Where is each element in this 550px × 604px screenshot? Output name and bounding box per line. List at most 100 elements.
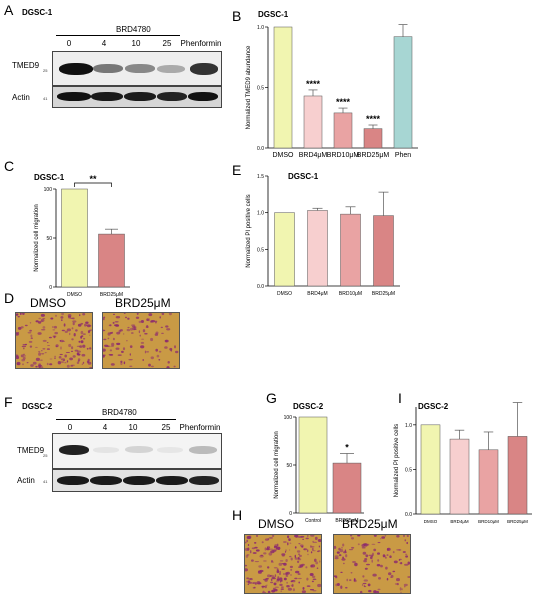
chart-e-bar xyxy=(274,212,295,287)
blot-f-actin xyxy=(52,469,222,492)
blot-f-lane: 0 xyxy=(67,423,73,432)
blot-a-drug-line xyxy=(56,35,180,36)
panel-e-title: DGSC-1 xyxy=(288,172,319,181)
blot-a-row-label: Actin xyxy=(12,93,30,102)
micro-d-label: BRD25μM xyxy=(115,296,171,310)
chart-b-bar xyxy=(333,112,353,149)
chart-g-x-tick-label: Control xyxy=(305,518,321,524)
panel-c-title: DGSC-1 xyxy=(34,173,65,182)
chart-e-x-tick-label: BRD25μM xyxy=(372,291,395,297)
blot-a-drug-label: BRD4780 xyxy=(116,25,151,34)
chart-g-bar xyxy=(298,416,328,514)
chart-c-bracket xyxy=(74,182,112,187)
chart-i-y-axis-label: Normalized PI positive cells xyxy=(394,424,400,497)
chart-i-bar xyxy=(449,438,470,515)
chart-e-x-tick-label: BRD10μM xyxy=(339,291,362,297)
panel-letter-g: G xyxy=(266,390,277,406)
micro-h-brd-image xyxy=(333,534,411,594)
micro-d-dmso-image xyxy=(15,312,93,369)
chart-c-y-tick-label: 0 xyxy=(49,285,52,291)
chart-g-y-tick-label: 50 xyxy=(286,463,292,469)
chart-b-y-tick-label: 0.0 xyxy=(257,146,264,152)
chart-e-bar xyxy=(307,210,328,287)
chart-e-y-tick-label: 1.0 xyxy=(257,211,264,217)
chart-e-y-tick-label: 0.5 xyxy=(257,247,264,253)
panel-g-title: DGSC-2 xyxy=(293,402,324,411)
chart-b-x-tick-label: Phen xyxy=(395,152,411,159)
chart-c-bracket-significance: ** xyxy=(89,174,97,184)
chart-e-y-tick-label: 1.5 xyxy=(257,174,264,180)
blot-a-tmed9 xyxy=(52,51,222,86)
chart-b-bar xyxy=(303,95,323,149)
chart-e-bar xyxy=(340,213,361,287)
blot-a-lane: 4 xyxy=(101,39,107,48)
chart-i-bar xyxy=(420,424,441,515)
blot-f-row-label: Actin xyxy=(17,476,35,485)
chart-b-x-tick-label: BRD25μM xyxy=(357,152,390,159)
blot-a-lane: 0 xyxy=(66,39,72,48)
chart-b-significance: **** xyxy=(366,114,381,124)
blot-f-lane: 4 xyxy=(102,423,108,432)
chart-b-x-tick-label: DMSO xyxy=(273,152,295,159)
micro-d-label: DMSO xyxy=(30,296,66,310)
panel-letter-h: H xyxy=(232,507,243,523)
blot-f-lane: 10 xyxy=(128,423,138,432)
panel-letter-d: D xyxy=(4,290,15,306)
chart-i-x-tick-label: BRD4μM xyxy=(450,519,469,524)
blot-a-row-label: TMED9 xyxy=(12,61,40,70)
panel-i-title: DGSC-2 xyxy=(418,402,449,411)
chart-e-y-axis-label: Normalized PI positive cells xyxy=(246,194,252,267)
panel-b-title: DGSC-1 xyxy=(258,10,289,19)
chart-g-y-axis-label: Normalized cell migration xyxy=(274,431,280,498)
micro-d-brd-image xyxy=(102,312,180,369)
blot-f-mw: 25 xyxy=(43,453,48,458)
chart-i-x-tick-label: BRD10μM xyxy=(478,519,499,524)
chart-b-significance: **** xyxy=(306,79,321,89)
chart-b-x-tick-label: BRD10μM xyxy=(327,152,360,159)
blot-f-lane: Phenformin xyxy=(179,423,221,432)
chart-c-bar xyxy=(61,188,88,288)
chart-b-y-tick-label: 0.5 xyxy=(257,86,264,92)
panel-f-title: DGSC-2 xyxy=(22,402,53,411)
chart-g-y-tick-label: 100 xyxy=(284,415,293,421)
blot-f-drug-line xyxy=(56,419,176,420)
chart-i-x-tick-label: DMSO xyxy=(424,519,438,524)
chart-c-y-tick-label: 50 xyxy=(46,236,52,242)
chart-e-x-tick-label: DMSO xyxy=(277,291,292,297)
chart-g-y-tick-label: 0 xyxy=(289,511,292,517)
blot-f-row-label: TMED9 xyxy=(17,446,45,455)
panel-letter-e: E xyxy=(232,162,242,178)
micro-h-dmso-image xyxy=(244,534,322,594)
chart-g-significance: * xyxy=(345,442,349,452)
blot-f-mw: 41 xyxy=(43,479,48,484)
chart-g-bar xyxy=(332,462,362,514)
blot-a-lane: 10 xyxy=(131,39,141,48)
chart-i-bar xyxy=(507,436,528,515)
chart-c-y-axis-label: Normalized cell migration xyxy=(34,204,40,271)
chart-b-y-tick-label: 1.0 xyxy=(257,25,264,31)
blot-f-tmed9 xyxy=(52,433,222,469)
chart-e-bar xyxy=(373,215,394,287)
panel-letter-b: B xyxy=(232,8,242,24)
chart-c-x-tick-label: BRD25μM xyxy=(100,292,123,298)
blot-a-lane: 25 xyxy=(162,39,172,48)
chart-c-bar xyxy=(98,233,125,288)
chart-b-bar xyxy=(273,26,293,149)
micro-h-label: BRD25μM xyxy=(342,517,398,531)
panel-letter-c: C xyxy=(4,158,15,174)
chart-b-x-tick-label: BRD4μM xyxy=(299,152,328,159)
chart-i-x-tick-label: BRD25μM xyxy=(507,519,528,524)
blot-a-lane: Phenformin xyxy=(180,39,222,48)
chart-i-y-tick-label: 0.0 xyxy=(405,512,412,518)
blot-f-lane: 25 xyxy=(161,423,171,432)
micro-h-label: DMSO xyxy=(258,517,294,531)
panel-letter-f: F xyxy=(4,394,13,410)
blot-a-actin xyxy=(52,86,222,108)
blot-a-mw: 25 xyxy=(43,68,48,73)
chart-b-y-axis-label: Normalized TMED9 abundance xyxy=(246,45,252,129)
chart-g-x-tick-label: BRD25μM xyxy=(335,518,358,524)
chart-b-bar xyxy=(363,128,383,149)
blot-a-mw: 41 xyxy=(43,96,48,101)
blot-f-drug-label: BRD4780 xyxy=(102,408,137,417)
